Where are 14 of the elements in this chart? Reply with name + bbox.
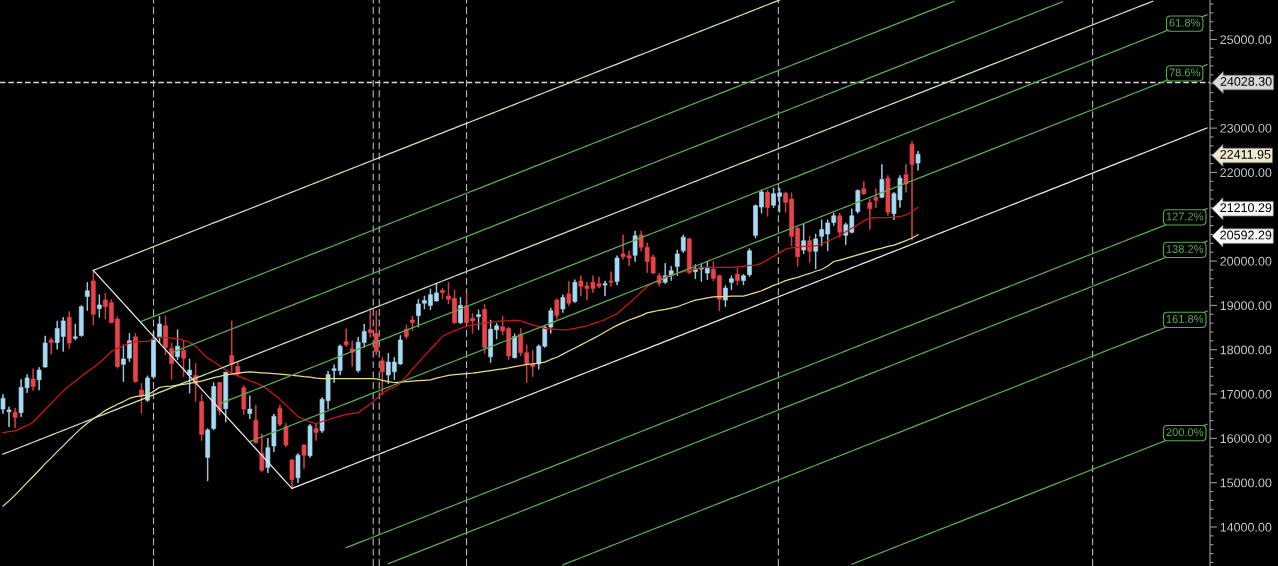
y-tick-label: 15000.00 [1220, 478, 1272, 488]
y-tick-label: 22411.95 [1220, 149, 1271, 159]
y-tick-label: 16000.00 [1220, 434, 1272, 443]
y-tick-label: 22000.00 [1220, 168, 1272, 178]
y-tick-label: 23000.00 [1220, 123, 1272, 133]
y-tick-label: 17000.00 [1220, 389, 1272, 399]
ref-line-label: 24028.30 [1220, 77, 1272, 86]
y-tick-label: 21210.29 [1220, 203, 1272, 213]
y-tick-label: 20000.00 [1220, 256, 1272, 266]
y-tick-label: 14000.00 [1220, 522, 1272, 532]
y-tick-label: 25000.00 [1220, 35, 1272, 45]
y-tick-label: 18000.00 [1220, 345, 1272, 355]
y-tick-label: 20592.29 [1220, 230, 1272, 240]
y-tick-label: 19000.00 [1220, 301, 1272, 311]
